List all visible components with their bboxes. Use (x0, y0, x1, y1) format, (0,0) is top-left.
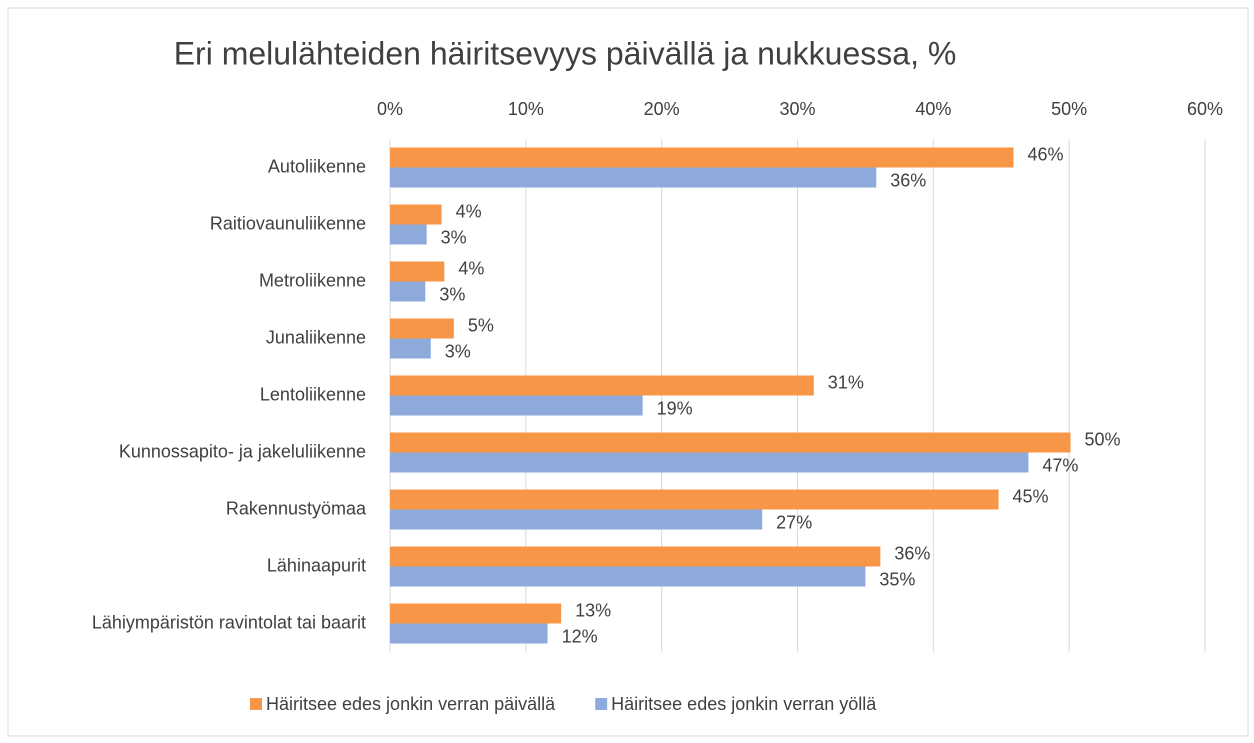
y-tick-label: Rakennustyömaa (226, 498, 367, 518)
y-tick-label: Lähinaapurit (267, 555, 366, 575)
data-label: 3% (445, 341, 471, 361)
bar (390, 204, 442, 225)
bar (390, 375, 814, 396)
x-tick-label: 10% (508, 99, 544, 119)
bar (390, 224, 427, 245)
legend-swatch (250, 698, 262, 710)
data-label: 46% (1027, 144, 1063, 164)
bar (390, 566, 866, 587)
x-tick-label: 60% (1187, 99, 1223, 119)
data-label: 31% (828, 372, 864, 392)
data-label: 3% (439, 284, 465, 304)
bar (390, 338, 431, 359)
y-tick-label: Lentoliikenne (260, 384, 366, 404)
bar (390, 452, 1029, 473)
bar (390, 623, 548, 644)
data-label: 45% (1013, 486, 1049, 506)
bar (390, 395, 643, 416)
x-tick-label: 50% (1051, 99, 1087, 119)
data-label: 50% (1085, 429, 1121, 449)
y-tick-label: Lähiympäristön ravintolat tai baarit (92, 612, 366, 632)
legend-swatch (595, 698, 608, 710)
y-tick-label: Metroliikenne (259, 270, 366, 290)
data-label: 19% (657, 398, 693, 418)
x-tick-label: 20% (644, 99, 680, 119)
x-tick-label: 0% (377, 99, 403, 119)
data-label: 36% (890, 170, 926, 190)
chart-border (7, 7, 1249, 737)
bar (390, 318, 454, 339)
bar (390, 489, 999, 510)
bar (390, 546, 881, 567)
data-label: 4% (456, 201, 482, 221)
data-label: 36% (894, 543, 930, 563)
bar (390, 147, 1014, 168)
bar (390, 261, 445, 282)
bar (390, 432, 1071, 453)
data-label: 5% (468, 315, 494, 335)
bar (390, 603, 562, 624)
y-tick-label: Junaliikenne (266, 327, 366, 347)
bar (390, 167, 877, 188)
data-label: 3% (441, 227, 467, 247)
data-label: 27% (776, 512, 812, 532)
chart-title: Eri melulähteiden häiritsevyys päivällä … (174, 35, 957, 71)
y-tick-label: Raitiovaunuliikenne (210, 213, 366, 233)
x-tick-label: 40% (915, 99, 951, 119)
legend-label: Häiritsee edes jonkin verran yöllä (611, 694, 877, 714)
data-label: 35% (879, 569, 915, 589)
data-label: 4% (458, 258, 484, 278)
data-label: 13% (575, 600, 611, 620)
y-tick-label: Autoliikenne (268, 156, 366, 176)
data-label: 12% (562, 626, 598, 646)
x-tick-label: 30% (779, 99, 815, 119)
bar (390, 281, 426, 302)
legend-label: Häiritsee edes jonkin verran päivällä (266, 694, 556, 714)
bar (390, 509, 763, 530)
y-tick-label: Kunnossapito- ja jakeluliikenne (119, 441, 366, 461)
data-label: 47% (1042, 455, 1078, 475)
